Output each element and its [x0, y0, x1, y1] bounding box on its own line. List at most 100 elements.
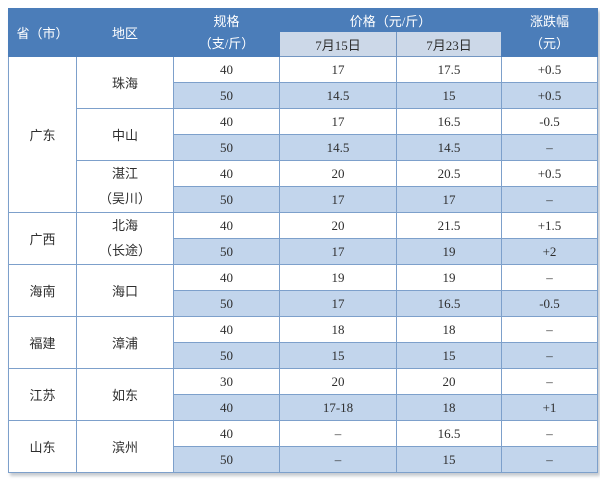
col-header-spec: 规格 （支/斤） — [173, 8, 280, 57]
col-header-region: 地区 — [76, 8, 174, 57]
table-row: 50 14.5 14.5 – — [9, 134, 598, 161]
cell-price-jul23: 14.5 — [396, 134, 502, 161]
cell-region-line2: （吴川） — [98, 190, 151, 206]
cell-spec: 30 — [173, 368, 280, 395]
cell-spec: 40 — [173, 316, 280, 343]
cell-price-jul15: 15 — [279, 342, 397, 369]
table-row: 50 17 19 +2 — [9, 238, 598, 265]
cell-region-line1: 北海 — [111, 217, 138, 233]
col-header-spec-line1: 规格 — [213, 14, 240, 30]
col-header-date2: 7月23日 — [396, 31, 502, 57]
cell-province: 江苏 — [8, 368, 77, 421]
cell-region: 漳浦 — [76, 316, 174, 369]
header-row-1: 省（市） 地区 规格 （支/斤） 价格（元/斤） 涨跌幅 （元） — [8, 8, 598, 57]
cell-change: – — [501, 342, 598, 369]
cell-region: 海口 — [76, 264, 174, 317]
cell-price-jul23: 15 — [396, 82, 502, 109]
cell-price-jul23: 20 — [396, 368, 502, 395]
cell-province: 广东 — [8, 56, 77, 213]
cell-price-jul15: 20 — [279, 368, 397, 395]
cell-price-jul15: 20 — [279, 160, 397, 187]
col-header-change-line2: （元） — [529, 35, 569, 51]
table-row: 50 15 15 – — [9, 342, 598, 369]
cell-price-jul23: 19 — [396, 238, 502, 265]
cell-price-jul23: 17 — [396, 186, 502, 213]
table-row: 50 17 16.5 -0.5 — [9, 290, 598, 317]
cell-price-jul23: 17.5 — [396, 56, 502, 83]
cell-price-jul23: 20.5 — [396, 160, 502, 187]
cell-price-jul15: 14.5 — [279, 82, 397, 109]
table-row: 江苏 如东 30 20 20 – — [8, 368, 598, 421]
cell-price-jul15: 17 — [279, 108, 397, 135]
table-row: 50 – 15 – — [9, 446, 598, 473]
cell-spec: 50 — [173, 446, 280, 473]
price-table: 省（市） 地区 规格 （支/斤） 价格（元/斤） 涨跌幅 （元） 7月15日 7… — [8, 8, 598, 473]
cell-change: – — [501, 368, 598, 395]
cell-spec: 50 — [173, 186, 280, 213]
cell-province: 福建 — [8, 316, 77, 369]
col-header-spec-line2: （支/斤） — [198, 35, 255, 51]
cell-region-line2: （长途） — [98, 242, 151, 258]
table-row: 广西 北海 （长途） 40 20 21.5 +1.5 — [8, 212, 598, 265]
col-header-province: 省（市） — [8, 8, 77, 57]
cell-price-jul23: 16.5 — [396, 420, 502, 447]
cell-region: 如东 — [76, 368, 174, 421]
cell-change: +0.5 — [501, 56, 598, 83]
cell-price-jul23: 16.5 — [396, 108, 502, 135]
cell-price-jul15: – — [279, 446, 397, 473]
cell-change: – — [501, 316, 598, 343]
cell-spec: 40 — [173, 160, 280, 187]
col-header-change-line1: 涨跌幅 — [529, 14, 569, 30]
cell-spec: 40 — [173, 394, 280, 421]
cell-price-jul23: 15 — [396, 342, 502, 369]
cell-spec: 50 — [173, 290, 280, 317]
cell-province: 海南 — [8, 264, 77, 317]
table-row: 广东 珠海 40 17 17.5 +0.5 — [8, 56, 598, 213]
cell-province: 广西 — [8, 212, 77, 265]
cell-change: +0.5 — [501, 82, 598, 109]
cell-spec: 40 — [173, 108, 280, 135]
cell-region: 北海 （长途） — [76, 212, 174, 265]
cell-spec: 50 — [173, 82, 280, 109]
cell-region: 滨州 — [76, 420, 174, 473]
col-header-date1: 7月15日 — [279, 31, 397, 57]
table-body: 广东 珠海 40 17 17.5 +0.5 50 14.5 15 +0.5 中山… — [8, 56, 598, 473]
cell-price-jul23: 15 — [396, 446, 502, 473]
cell-region: 湛江 （吴川） — [76, 160, 174, 213]
cell-price-jul15: 19 — [279, 264, 397, 291]
cell-price-jul23: 18 — [396, 316, 502, 343]
cell-price-jul15: 17-18 — [279, 394, 397, 421]
cell-change: +0.5 — [501, 160, 598, 187]
cell-price-jul15: 17 — [279, 290, 397, 317]
cell-change: -0.5 — [501, 290, 598, 317]
cell-change: – — [501, 264, 598, 291]
cell-price-jul23: 18 — [396, 394, 502, 421]
table-row: 湛江 （吴川） 40 20 20.5 +0.5 — [9, 160, 598, 213]
cell-change: – — [501, 134, 598, 161]
cell-price-jul15: 18 — [279, 316, 397, 343]
cell-spec: 40 — [173, 212, 280, 239]
cell-spec: 40 — [173, 56, 280, 83]
cell-spec: 50 — [173, 134, 280, 161]
cell-price-jul15: 14.5 — [279, 134, 397, 161]
cell-price-jul15: 20 — [279, 212, 397, 239]
table-row: 50 14.5 15 +0.5 — [9, 82, 598, 109]
col-header-change: 涨跌幅 （元） — [501, 8, 598, 57]
cell-province: 山东 — [8, 420, 77, 473]
table-row: 40 17-18 18 +1 — [9, 394, 598, 421]
cell-price-jul23: 19 — [396, 264, 502, 291]
col-header-price-group: 价格（元/斤） — [279, 8, 502, 32]
cell-change: – — [501, 186, 598, 213]
cell-change: – — [501, 420, 598, 447]
table-header: 省（市） 地区 规格 （支/斤） 价格（元/斤） 涨跌幅 （元） 7月15日 7… — [8, 8, 598, 57]
cell-price-jul23: 16.5 — [396, 290, 502, 317]
page: 省（市） 地区 规格 （支/斤） 价格（元/斤） 涨跌幅 （元） 7月15日 7… — [8, 8, 598, 473]
cell-price-jul15: 17 — [279, 238, 397, 265]
cell-change: +1.5 — [501, 212, 598, 239]
cell-change: -0.5 — [501, 108, 598, 135]
cell-spec: 40 — [173, 264, 280, 291]
table-row: 中山 40 17 16.5 -0.5 — [9, 108, 598, 161]
cell-change: +1 — [501, 394, 598, 421]
cell-spec: 40 — [173, 420, 280, 447]
cell-change: – — [501, 446, 598, 473]
